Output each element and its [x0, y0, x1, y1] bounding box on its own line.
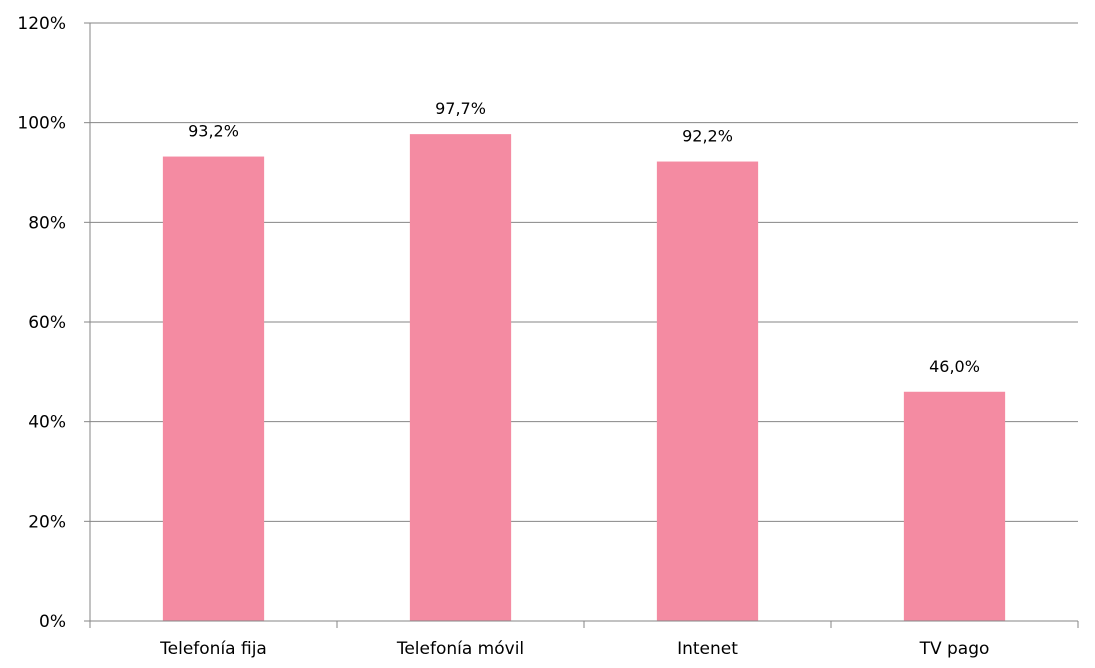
x-category-label: TV pago: [919, 639, 990, 659]
data-label: 97,7%: [435, 99, 486, 118]
bar: [656, 161, 759, 621]
y-tick-label: 120%: [17, 14, 66, 34]
bar: [162, 156, 265, 621]
data-label: 92,2%: [682, 127, 733, 146]
y-tick-label: 100%: [17, 114, 66, 134]
bar: [409, 134, 512, 621]
x-category-label: Telefonía fija: [159, 639, 267, 659]
y-tick-label: 60%: [28, 313, 66, 333]
data-label: 93,2%: [188, 122, 239, 141]
bars: [162, 134, 1006, 621]
x-category-label: Intenet: [677, 639, 738, 659]
y-tick-label: 20%: [28, 512, 66, 532]
bar: [903, 391, 1006, 621]
y-tick-label: 0%: [39, 612, 66, 632]
labels: 0% 20% 40% 60% 80% 100% 120% 93,2% Telefonía fij…: [17, 14, 989, 659]
x-category-label: Telefonía móvil: [396, 639, 524, 659]
y-tick-label: 80%: [28, 213, 66, 233]
axes: [84, 22, 1079, 628]
y-tick-label: 40%: [28, 413, 66, 433]
data-label: 46,0%: [929, 357, 980, 376]
